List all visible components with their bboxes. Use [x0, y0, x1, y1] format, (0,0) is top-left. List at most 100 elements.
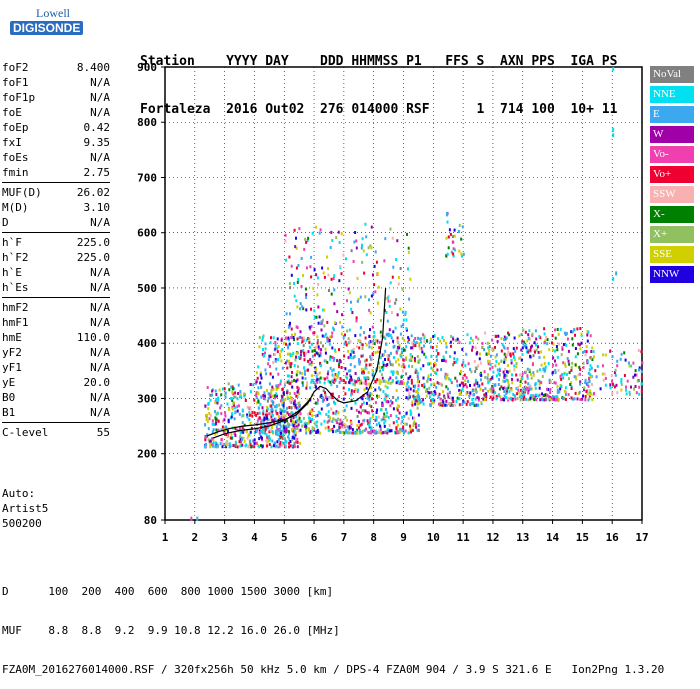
echo-point	[356, 431, 359, 435]
echo-point	[351, 311, 354, 314]
echo-point	[289, 396, 292, 400]
echo-point	[327, 273, 330, 277]
echo-point	[578, 343, 581, 347]
echo-point	[231, 412, 233, 416]
echo-point	[461, 381, 464, 385]
echo-point	[296, 419, 299, 423]
echo-point	[389, 351, 392, 355]
echo-point	[368, 425, 371, 429]
echo-point	[370, 346, 373, 350]
echo-point	[321, 266, 324, 270]
echo-point	[244, 399, 247, 402]
echo-point	[226, 435, 229, 439]
param-label: h`Es	[2, 281, 29, 294]
echo-point	[373, 283, 376, 287]
echo-point	[394, 301, 397, 305]
echo-point	[206, 435, 209, 439]
echo-point	[326, 320, 329, 324]
echo-point	[282, 401, 285, 405]
echo-point	[269, 428, 272, 432]
echo-point	[489, 377, 492, 381]
echo-point	[474, 378, 477, 382]
echo-point	[483, 348, 485, 352]
echo-point	[298, 416, 301, 420]
echo-point	[397, 358, 400, 362]
echo-point	[300, 349, 303, 353]
echo-point	[216, 443, 219, 447]
echo-point	[632, 375, 635, 379]
echo-point	[462, 399, 465, 403]
echo-point	[248, 410, 251, 414]
footer-info: D 100 200 400 600 800 1000 1500 3000 [km…	[2, 559, 664, 689]
echo-point	[414, 384, 417, 388]
echo-point	[412, 389, 415, 393]
echo-point	[571, 337, 574, 341]
echo-point	[609, 383, 612, 387]
echo-point	[291, 354, 294, 358]
echo-point	[349, 369, 352, 373]
echo-point	[477, 384, 480, 387]
echo-point	[268, 382, 271, 386]
isolated-echo-point	[196, 516, 199, 521]
echo-point	[504, 357, 507, 361]
echo-point	[344, 333, 346, 337]
echo-point	[432, 382, 435, 386]
echo-point	[487, 359, 489, 363]
echo-point	[215, 397, 218, 401]
echo-point	[475, 352, 478, 356]
echo-point	[272, 360, 275, 364]
echo-point	[458, 403, 461, 407]
echo-point	[521, 353, 524, 356]
echo-point	[405, 318, 408, 322]
echo-point	[382, 368, 384, 371]
echo-point	[276, 440, 279, 444]
echo-point	[578, 372, 581, 376]
echo-point	[219, 442, 222, 446]
echo-point	[417, 336, 419, 340]
echo-point	[483, 393, 486, 397]
echo-point	[414, 422, 417, 426]
echo-point	[579, 398, 582, 401]
echo-point	[433, 371, 436, 375]
echo-point	[509, 397, 512, 400]
echo-point	[315, 273, 318, 277]
echo-point	[502, 345, 505, 349]
echo-point	[431, 392, 434, 396]
echo-point	[538, 334, 541, 338]
echo-point	[503, 352, 506, 356]
echo-point	[334, 412, 337, 416]
echo-point	[522, 387, 525, 391]
echo-point	[419, 337, 422, 341]
echo-point	[348, 291, 351, 295]
echo-point	[311, 231, 314, 235]
echo-point	[399, 307, 402, 311]
echo-point	[395, 381, 398, 385]
echo-point	[520, 348, 523, 352]
echo-point	[397, 396, 399, 400]
echo-point	[542, 367, 545, 371]
echo-point	[444, 359, 447, 363]
echo-point	[341, 430, 344, 434]
echo-point	[385, 333, 388, 337]
echo-point	[309, 386, 312, 390]
echo-point	[316, 377, 319, 381]
param-divider	[2, 232, 110, 233]
echo-point	[634, 385, 637, 388]
echo-point	[476, 396, 479, 399]
echo-point	[253, 441, 256, 445]
echo-point	[220, 412, 223, 416]
echo-point	[407, 388, 410, 392]
echo-point	[479, 387, 482, 391]
echo-point	[316, 339, 319, 343]
echo-point	[514, 397, 517, 401]
echo-point	[230, 415, 233, 419]
echo-point	[295, 266, 298, 270]
legend-item-ssw: SSW	[650, 186, 694, 203]
echo-point	[384, 237, 387, 241]
echo-point	[565, 332, 568, 336]
echo-point	[221, 419, 224, 423]
echo-point	[417, 391, 420, 395]
echo-point	[312, 349, 315, 353]
echo-point	[524, 380, 527, 384]
echo-point	[406, 382, 409, 386]
